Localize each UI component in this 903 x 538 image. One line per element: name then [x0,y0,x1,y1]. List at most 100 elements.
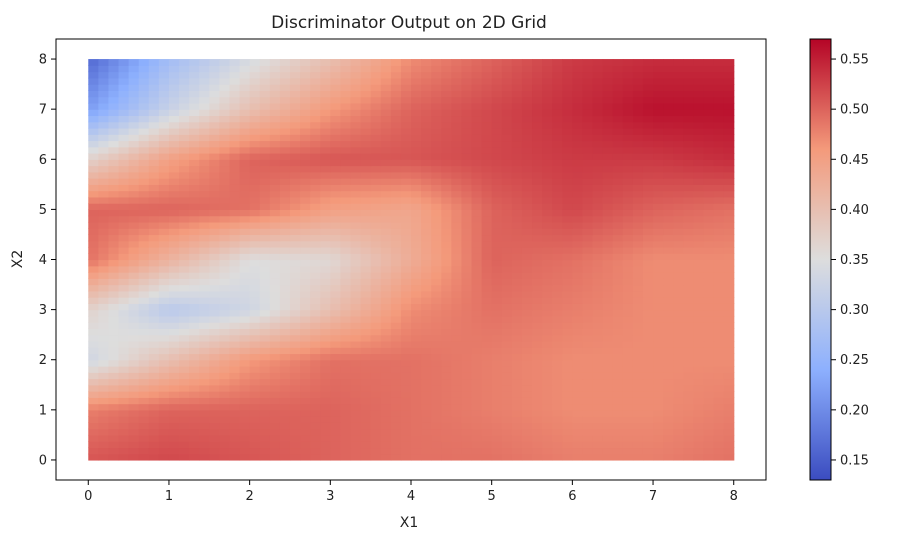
heatmap-cell [723,134,735,142]
heatmap-cell [350,115,362,123]
heatmap-cell [713,134,725,142]
heatmap-cell [491,284,503,292]
heatmap-cell [239,278,251,286]
heatmap-cell [532,272,543,279]
heatmap-cell [360,153,372,160]
heatmap-cell [269,153,281,160]
heatmap-cell [108,190,120,198]
heatmap-cell [118,253,130,261]
heatmap-cell [380,372,392,380]
heatmap-cell [370,134,382,142]
heatmap-cell [542,253,553,261]
heatmap-cell [663,240,674,248]
heatmap-cell [471,121,483,129]
heatmap-cell [239,59,251,66]
heatmap-cell [179,109,190,117]
heatmap-cell [370,209,382,217]
heatmap-cell [532,221,543,229]
heatmap-cell [572,340,584,348]
heatmap-cell [471,434,483,442]
heatmap-cell [148,259,160,267]
heatmap-cell [310,121,321,129]
heatmap-cell [269,140,281,148]
heatmap-cell [642,240,654,248]
heatmap-cell [582,290,594,298]
heatmap-cell [542,234,553,242]
heatmap-cell [431,65,442,73]
heatmap-cell [320,234,331,242]
heatmap-cell [411,190,422,198]
heatmap-cell [239,178,251,185]
heatmap-cell [632,334,644,342]
heatmap-cell [461,203,473,210]
x-tick-label: 5 [488,489,496,504]
heatmap-cell [88,59,99,66]
heatmap-cell [592,284,604,292]
heatmap-cell [421,265,432,273]
heatmap-cell [380,246,392,254]
heatmap-cell [552,228,563,236]
heatmap-cell [320,409,331,417]
heatmap-cell [562,203,573,210]
heatmap-cell [158,165,170,173]
heatmap-cell [370,322,382,329]
heatmap-cell [138,134,150,142]
heatmap-cell [511,303,523,311]
heatmap-cell [723,284,735,292]
y-tick-label: 6 [39,153,47,168]
heatmap-cell [491,253,503,261]
heatmap-cell [209,240,220,248]
heatmap-cell [521,159,533,167]
heatmap-cell [693,290,705,298]
heatmap-cell [713,322,725,329]
heatmap-cell [673,422,684,430]
heatmap-cell [582,228,594,236]
heatmap-cell [592,121,604,129]
heatmap-cell [340,115,352,123]
heatmap-cell [612,209,624,217]
heatmap-cell [300,416,311,423]
heatmap-cell [269,228,281,236]
heatmap-cell [441,422,452,430]
heatmap-cell [179,234,190,242]
heatmap-cell [148,322,160,329]
heatmap-cell [653,121,664,129]
heatmap-cell [582,115,594,123]
heatmap-cell [542,328,553,336]
heatmap-cell [632,153,644,160]
heatmap-cell [320,340,331,348]
heatmap-cell [229,372,241,380]
heatmap-cell [491,340,503,348]
heatmap-cell [622,322,634,329]
heatmap-cell [431,303,442,311]
heatmap-cell [683,71,694,79]
heatmap-cell [673,290,684,298]
heatmap-cell [481,240,493,248]
heatmap-cell [310,196,321,204]
heatmap-cell [88,84,99,91]
heatmap-cell [461,334,473,342]
heatmap-cell [229,184,241,192]
heatmap-cell [653,265,664,273]
heatmap-cell [592,422,604,430]
heatmap-cell [562,259,573,267]
heatmap-cell [289,109,301,117]
heatmap-cell [219,77,231,85]
heatmap-cell [360,203,372,210]
heatmap-cell [300,165,311,173]
heatmap-cell [521,272,533,279]
heatmap-cell [511,359,523,367]
heatmap-cell [532,165,543,173]
heatmap-cell [219,259,231,267]
heatmap-cell [300,65,311,73]
heatmap-cell [300,353,311,361]
heatmap-cell [562,353,573,361]
heatmap-cell [400,353,412,361]
heatmap-cell [380,259,392,267]
heatmap-cell [431,115,442,123]
heatmap-cell [370,228,382,236]
heatmap-cell [683,184,694,192]
heatmap-cell [663,278,674,286]
heatmap-cell [421,178,432,185]
heatmap-cell [108,84,120,91]
